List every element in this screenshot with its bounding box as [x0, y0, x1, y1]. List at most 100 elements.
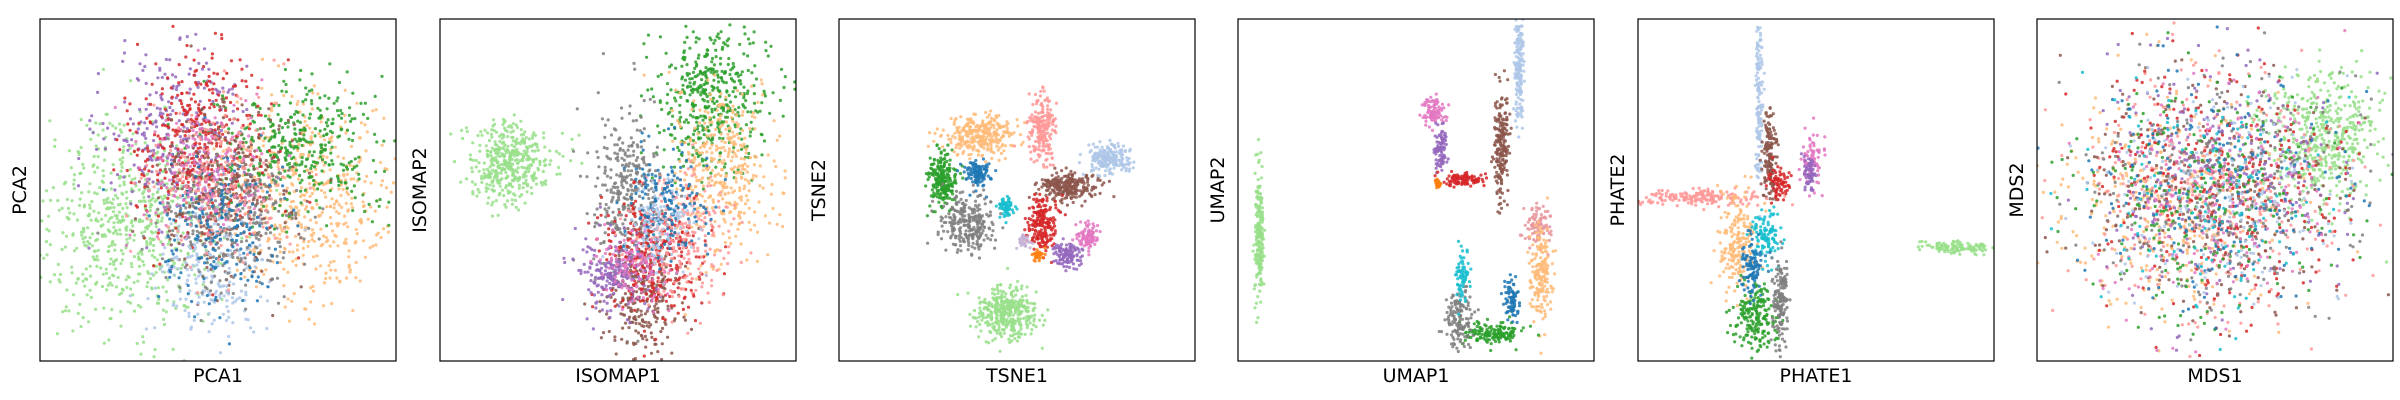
- data-point: [188, 164, 192, 168]
- data-point: [222, 209, 226, 213]
- data-point: [188, 171, 192, 175]
- data-point: [488, 176, 492, 180]
- data-point: [221, 94, 225, 98]
- data-point: [278, 203, 282, 208]
- data-point: [743, 136, 747, 140]
- data-point: [218, 296, 222, 300]
- data-point: [67, 217, 71, 221]
- data-point: [203, 47, 207, 51]
- data-point: [150, 253, 154, 258]
- data-point: [198, 179, 202, 183]
- data-point: [724, 201, 729, 205]
- x-axis-label: PCA1: [193, 365, 243, 387]
- data-point: [165, 298, 169, 303]
- data-point: [506, 174, 510, 178]
- data-point: [377, 204, 381, 208]
- data-point: [336, 224, 340, 228]
- data-point: [333, 202, 337, 206]
- data-point: [506, 144, 510, 148]
- data-point: [213, 235, 217, 240]
- data-point: [260, 152, 264, 156]
- data-point: [280, 229, 284, 233]
- data-point: [102, 341, 106, 345]
- data-point: [147, 249, 152, 253]
- data-point: [238, 141, 242, 145]
- data-point: [179, 138, 183, 142]
- data-point: [281, 184, 285, 188]
- data-point: [224, 108, 228, 112]
- data-point: [716, 118, 720, 122]
- data-point: [96, 155, 100, 159]
- data-point: [228, 218, 232, 222]
- data-point: [683, 141, 687, 145]
- data-point: [309, 286, 313, 290]
- data-point: [477, 190, 481, 194]
- data-point: [682, 49, 687, 53]
- data-point: [339, 108, 343, 113]
- data-point: [252, 167, 256, 171]
- data-point: [238, 260, 242, 264]
- data-point: [93, 170, 97, 174]
- data-point: [312, 84, 316, 88]
- data-point: [694, 164, 699, 168]
- data-point: [741, 164, 745, 168]
- data-point: [544, 179, 548, 183]
- data-point: [361, 193, 365, 197]
- data-point: [671, 114, 675, 118]
- data-point: [108, 262, 112, 266]
- data-point: [158, 66, 162, 70]
- data-point: [200, 256, 204, 260]
- data-point: [698, 108, 702, 112]
- data-point: [743, 178, 748, 182]
- data-point: [169, 158, 174, 162]
- data-point: [251, 241, 255, 245]
- data-point: [658, 35, 663, 39]
- data-point: [487, 138, 492, 143]
- data-point: [165, 204, 169, 208]
- data-point: [291, 165, 295, 169]
- data-point: [321, 242, 325, 246]
- data-point: [249, 140, 253, 144]
- data-point: [335, 222, 339, 226]
- data-point: [346, 209, 350, 213]
- data-point: [771, 91, 775, 95]
- data-point: [214, 98, 218, 102]
- data-point: [121, 252, 125, 256]
- data-point: [101, 128, 105, 132]
- data-point: [578, 174, 583, 178]
- data-point: [240, 160, 244, 164]
- data-point: [308, 126, 312, 130]
- data-point: [128, 102, 132, 106]
- data-point: [143, 185, 147, 189]
- data-point: [172, 234, 176, 238]
- data-point: [199, 155, 203, 160]
- data-point: [197, 219, 201, 223]
- data-point: [758, 184, 762, 188]
- data-point: [106, 219, 110, 224]
- data-point: [202, 300, 206, 304]
- data-point: [225, 305, 229, 309]
- data-point: [718, 151, 723, 155]
- data-point: [303, 262, 307, 266]
- data-point: [722, 212, 726, 216]
- data-point: [343, 240, 347, 244]
- data-point: [118, 158, 122, 162]
- data-point: [134, 139, 138, 144]
- data-point: [603, 231, 607, 235]
- data-point: [153, 255, 157, 260]
- data-point: [194, 277, 198, 281]
- data-point: [319, 264, 323, 268]
- data-point: [322, 134, 326, 138]
- data-point: [107, 276, 111, 280]
- data-point: [227, 342, 231, 346]
- data-point: [84, 267, 88, 271]
- data-point: [247, 187, 251, 191]
- data-point: [138, 107, 142, 112]
- data-point: [726, 106, 730, 110]
- data-point: [348, 270, 352, 274]
- data-point: [712, 63, 717, 67]
- data-point: [727, 37, 731, 41]
- data-point: [169, 86, 173, 90]
- data-point: [77, 156, 81, 161]
- data-point: [107, 245, 111, 249]
